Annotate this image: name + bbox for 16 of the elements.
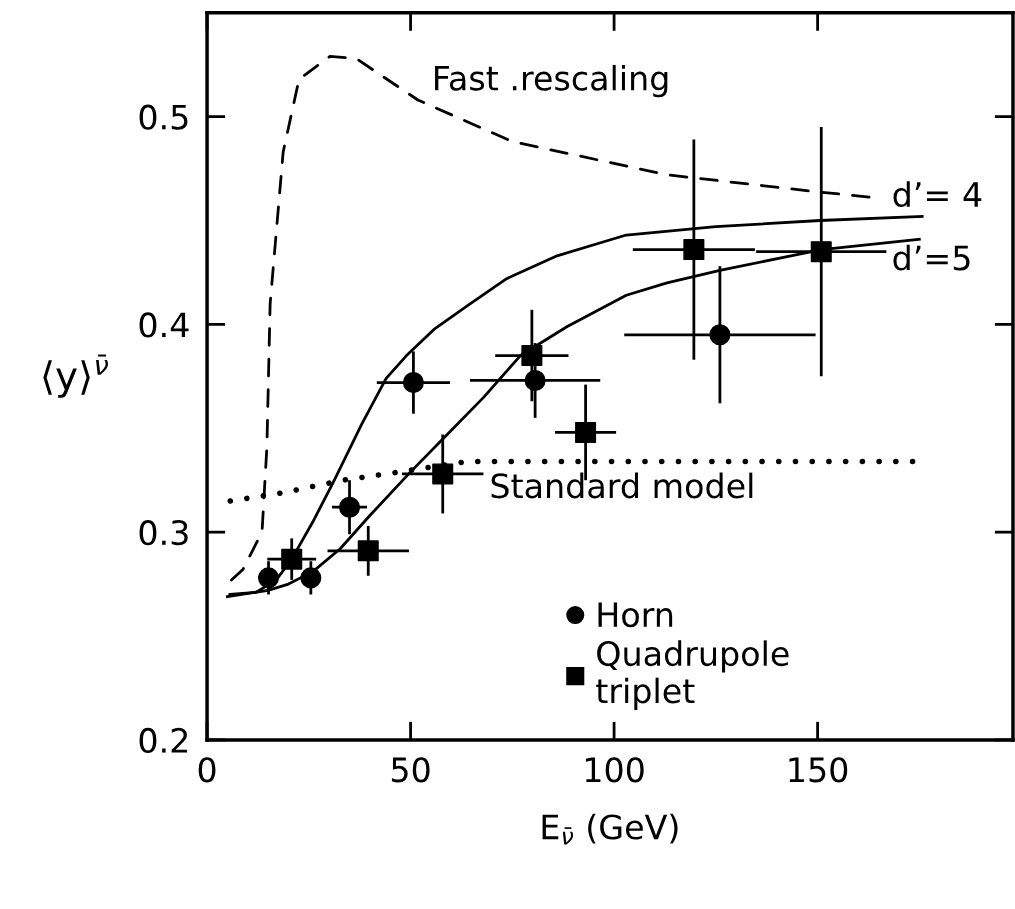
x-tick-label: 100	[585, 757, 644, 783]
x-tick-label: 150	[789, 757, 848, 783]
x-axis-title: E$_{ν̄}$ (GeV)	[542, 813, 678, 845]
y-tick-label: 0.5	[139, 104, 188, 130]
series-label: d’=5	[893, 244, 970, 271]
y-tick-label: 0.3	[139, 520, 188, 546]
legend-label: Quadrupole triplet	[596, 640, 789, 710]
y-tick-label: 0.4	[139, 312, 189, 338]
series-label: Fast .rescaling	[435, 64, 668, 98]
x-tick-label: 50	[391, 757, 430, 783]
series-label: Standard model	[491, 472, 753, 499]
y-axis-title: ⟨y⟩$^{ν̄}$	[43, 354, 109, 398]
x-tick-label: 0	[198, 757, 216, 783]
y-tick-label: 0.2	[139, 727, 188, 754]
legend-label: Horn	[598, 602, 673, 628]
series-label: d’= 4	[893, 181, 982, 208]
